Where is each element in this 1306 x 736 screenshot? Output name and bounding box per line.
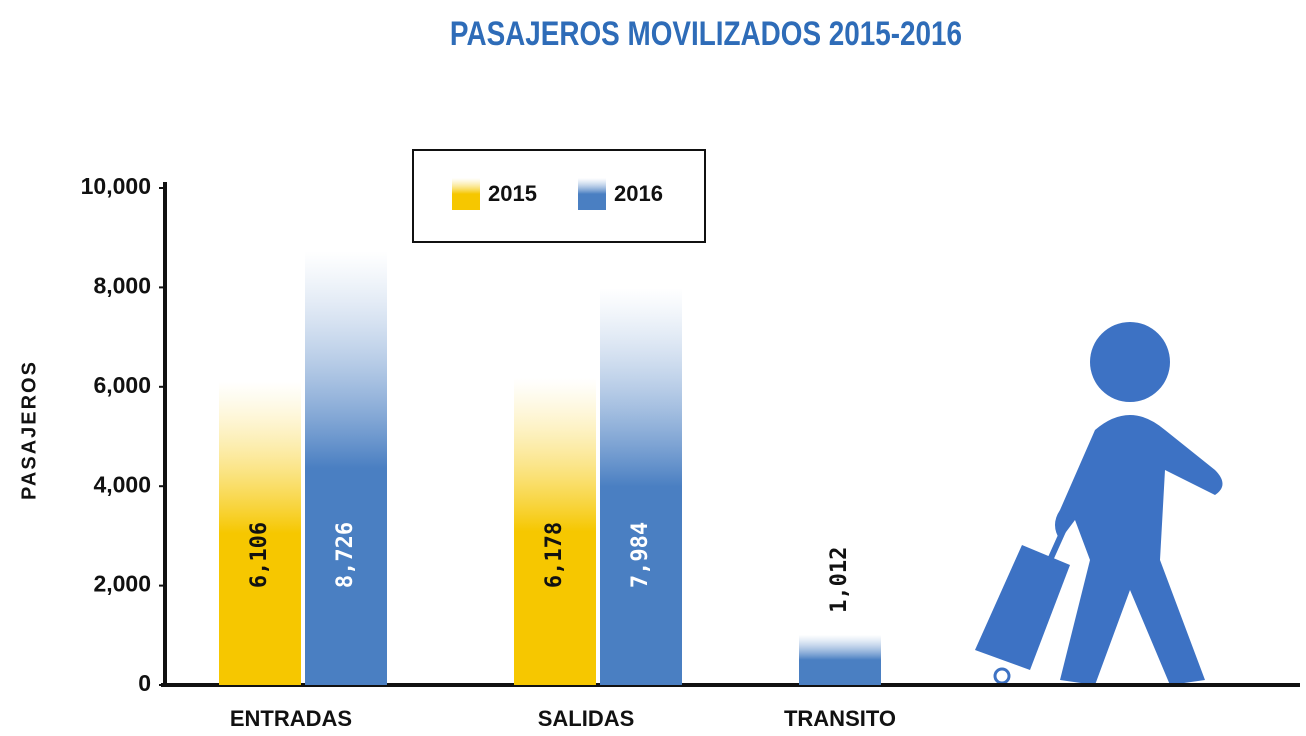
bar [219, 381, 301, 685]
bar [514, 377, 596, 685]
y-tick-label: 10,000 [81, 173, 151, 199]
traveler-icon [975, 322, 1223, 685]
chart-title: PASAJEROS MOVILIZADOS 2015-2016 [450, 14, 962, 52]
bar [305, 251, 387, 685]
y-axis-label: PASAJEROS [18, 360, 40, 500]
legend-swatch [578, 178, 606, 210]
x-tick-label: SALIDAS [538, 706, 635, 731]
value-label: 6,106 [247, 522, 272, 588]
bar [799, 634, 881, 685]
value-label: 1,012 [827, 547, 852, 613]
y-tick-label: 4,000 [93, 471, 151, 497]
x-tick-label: ENTRADAS [230, 706, 352, 731]
legend-label: 2015 [488, 181, 537, 206]
y-tick-label: 2,000 [93, 571, 151, 597]
x-tick-label: TRANSITO [784, 706, 896, 731]
value-label: 8,726 [333, 522, 358, 588]
y-tick-label: 0 [138, 670, 151, 696]
legend-swatch [452, 178, 480, 210]
y-tick-label: 6,000 [93, 372, 151, 398]
legend-label: 2016 [614, 181, 663, 206]
value-label: 7,984 [628, 522, 653, 588]
value-label: 6,178 [542, 522, 567, 588]
y-tick-label: 8,000 [93, 272, 151, 298]
bar [600, 288, 682, 685]
